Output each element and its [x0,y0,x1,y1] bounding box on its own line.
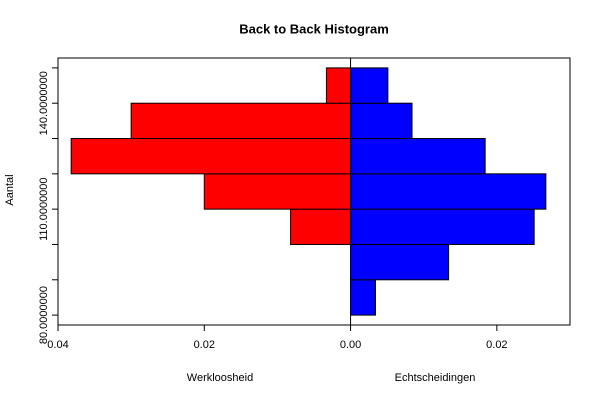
x-tick-label: 0.04 [47,339,68,351]
plot-frame [57,57,571,326]
bar [203,173,352,210]
x-tick-label: 0.00 [340,339,361,351]
y-axis-label: Aantal [4,174,16,205]
y-tick-label: 110.0000000 [38,177,50,240]
bar [350,102,413,140]
bar [350,67,389,104]
bar [350,208,535,245]
bar [350,243,450,281]
bar [350,279,376,316]
x-tick-label: 0.02 [486,339,507,351]
bar [70,138,352,175]
bar [325,67,352,104]
chart-title: Back to Back Histogram [239,21,389,36]
bar [350,138,486,175]
bar [290,208,352,245]
legend-label: Werkloosheid [187,372,253,384]
y-tick-label: 140.0000000 [38,71,50,135]
y-tick-label: 80.0000000 [38,286,50,344]
bar [130,102,352,140]
legend-label: Echtscheidingen [395,372,476,384]
bar [350,173,547,210]
x-tick-label: 0.02 [194,339,215,351]
